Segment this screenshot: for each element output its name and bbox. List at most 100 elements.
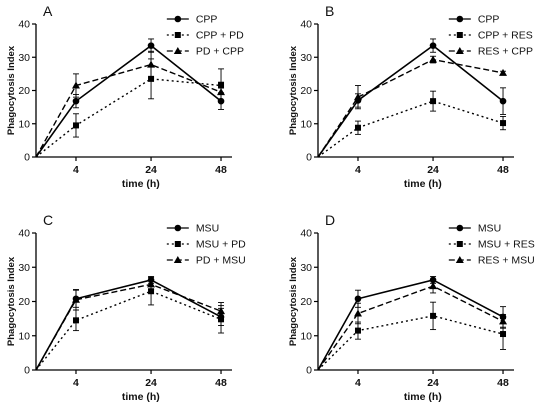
chart-panel-b: 0 10 20 30 40 4 24 48 time (h) Phagocytosis Index… (288, 3, 533, 190)
legend-entry: CPP + PD (166, 30, 244, 42)
panel-letter: A (43, 3, 53, 19)
y-tick-label: 40 (18, 19, 30, 31)
y-tick-label: 40 (300, 19, 312, 31)
data-point (72, 317, 79, 324)
x-tick-label: 4 (355, 377, 361, 389)
x-tick-label: 48 (497, 164, 509, 176)
series-line (35, 78, 222, 158)
x-tick-label: 24 (145, 377, 157, 389)
data-point (147, 60, 156, 68)
data-point (500, 331, 507, 338)
y-tick-label: 20 (18, 296, 30, 308)
y-tick-label: 10 (18, 330, 30, 342)
legend-entry: MSU (448, 223, 501, 235)
data-point (72, 97, 80, 105)
data-point (353, 93, 362, 101)
chart-panel-c: 0 10 20 30 40 4 24 48 time (h) Phagocytosis Index… (6, 212, 246, 403)
legend-label: MSU (478, 223, 501, 235)
y-axis-title: Phagocytosis Index (6, 45, 17, 135)
legend-marker (456, 224, 464, 232)
series-line (35, 290, 222, 371)
data-point (147, 280, 156, 288)
series-line (317, 100, 504, 158)
legend-marker (455, 47, 464, 54)
x-axis-title: time (h) (404, 391, 442, 403)
series-pd-msu (35, 278, 226, 371)
x-tick-label: 48 (215, 377, 227, 389)
data-point (148, 288, 155, 295)
data-point (500, 120, 507, 127)
x-tick-label: 48 (215, 164, 227, 176)
legend-entry: RES + CPP (448, 46, 533, 58)
series-line (35, 283, 222, 371)
y-axis-title: Phagocytosis Index (6, 256, 17, 346)
x-tick-label: 24 (427, 377, 439, 389)
legend-entry: PD + MSU (166, 255, 246, 267)
panel-letter: C (43, 212, 53, 228)
series-cpp-res (317, 90, 507, 158)
panel-letter: D (325, 212, 335, 228)
series-res-cpp (317, 55, 508, 158)
y-tick-label: 20 (18, 85, 30, 97)
data-point (354, 295, 362, 303)
chart-panel-a: 0 10 20 30 40 4 24 48 time (h) Phagocytosis Index… (6, 3, 244, 190)
y-tick-label: 0 (306, 152, 312, 164)
data-point (148, 75, 155, 82)
data-point (353, 309, 362, 317)
series-line (317, 44, 504, 158)
legend-entry: PD + CPP (166, 46, 244, 58)
y-tick-label: 20 (300, 296, 312, 308)
x-axis-title: time (h) (122, 178, 160, 190)
series-line (317, 315, 504, 371)
data-point (217, 307, 226, 315)
series-line (35, 279, 222, 371)
legend-entry: CPP + RES (448, 30, 533, 42)
data-point (217, 88, 226, 96)
legend-entry: MSU + PD (166, 239, 246, 251)
legend-label: RES + CPP (478, 46, 533, 58)
legend-label: MSU (196, 223, 219, 235)
series-msu-pd (35, 277, 225, 371)
legend-marker (174, 32, 181, 38)
legend-entry: MSU (166, 223, 219, 235)
x-axis-title: time (h) (122, 391, 160, 403)
series-msu-res (317, 301, 507, 371)
x-tick-label: 48 (497, 377, 509, 389)
data-point (499, 68, 508, 76)
legend-marker (456, 32, 463, 38)
data-point (354, 124, 361, 131)
legend-entry: MSU + RES (448, 239, 535, 251)
legend-marker (174, 15, 182, 23)
data-point (429, 282, 438, 290)
series-msu (317, 276, 507, 371)
y-tick-label: 30 (18, 262, 30, 274)
legend-marker (456, 241, 463, 247)
legend-entry: CPP (166, 14, 218, 26)
legend-label: CPP (196, 14, 218, 26)
legend-marker (173, 47, 182, 54)
data-point (430, 98, 437, 105)
x-tick-label: 4 (73, 164, 79, 176)
x-tick-label: 4 (73, 377, 79, 389)
series-line (317, 285, 504, 371)
series-line (35, 63, 222, 158)
legend-entry: CPP (448, 14, 500, 26)
x-axis-title: time (h) (404, 178, 442, 190)
panel-letter: B (325, 3, 334, 19)
y-tick-label: 30 (300, 52, 312, 64)
data-point (429, 42, 437, 49)
series-line (317, 279, 504, 371)
y-tick-label: 20 (300, 85, 312, 97)
legend-label: CPP + RES (478, 30, 533, 42)
y-tick-label: 30 (18, 52, 30, 64)
data-point (430, 312, 437, 319)
legend-label: RES + MSU (478, 255, 535, 267)
legend-label: CPP (478, 14, 500, 26)
legend-marker (174, 241, 181, 247)
legend-label: MSU + RES (478, 239, 535, 251)
y-tick-label: 40 (18, 228, 30, 240)
legend-label: PD + CPP (196, 46, 244, 58)
y-axis-title: Phagocytosis Index (288, 256, 299, 346)
series-pd-cpp (35, 50, 226, 158)
x-tick-label: 4 (355, 164, 361, 176)
